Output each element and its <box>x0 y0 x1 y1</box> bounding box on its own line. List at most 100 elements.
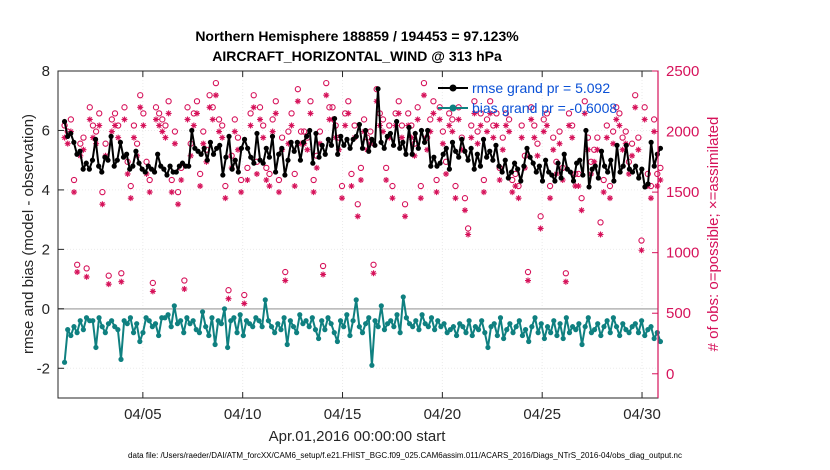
rmse-point-95 <box>356 121 362 128</box>
bias-point-78 <box>306 324 312 330</box>
bias-point-74 <box>294 330 300 336</box>
bias-point-132 <box>475 327 482 333</box>
obs-assimilated-point-132 <box>477 122 484 129</box>
obs-possible-point-157 <box>556 128 563 135</box>
bias-point-101 <box>378 303 384 309</box>
bias-point-140 <box>501 335 507 342</box>
bias-point-37 <box>177 318 184 324</box>
bias-point-128 <box>463 330 469 336</box>
obs-assimilated-point-50 <box>219 134 226 141</box>
rmse-point-124 <box>446 166 452 172</box>
rmse-point-117 <box>425 127 431 134</box>
bias-point-57 <box>240 332 246 339</box>
obs-possible-point-11 <box>96 110 103 117</box>
obs-possible-point-83 <box>323 79 330 87</box>
obs-possible-point-22 <box>130 122 138 129</box>
bias-point-95 <box>359 330 366 336</box>
obs-possible-point-182 <box>635 134 642 141</box>
bias-point-71 <box>284 341 290 348</box>
obs-possible-point-154 <box>546 182 554 190</box>
rmse-point-33 <box>164 172 170 178</box>
chart-title-line-1: Northern Hemisphere 188859 / 194453 = 97… <box>195 28 519 44</box>
rmse-point-176 <box>608 157 614 163</box>
y-left-tick-label-1: 0 <box>42 301 50 318</box>
obs-assimilated-point-150 <box>534 152 541 159</box>
obs-possible-point-14 <box>105 272 112 279</box>
obs-possible-point-2 <box>67 116 75 123</box>
rmse-point-154 <box>539 178 546 184</box>
obs-assimilated-point-139 <box>499 146 506 153</box>
obs-assimilated-point-8 <box>86 116 93 123</box>
obs-assimilated-point-25 <box>140 122 147 129</box>
rmse-point-138 <box>490 157 496 163</box>
rmse-point-159 <box>555 160 561 166</box>
obs-possible-point-13 <box>102 140 109 147</box>
bias-point-38 <box>181 330 187 336</box>
rmse-point-173 <box>598 148 605 154</box>
obs-possible-point-23 <box>133 140 141 147</box>
rmse-point-97 <box>362 127 369 134</box>
legend: rmse grand pr = 5.092 bias grand pr = -0… <box>438 80 617 116</box>
bias-point-85 <box>328 321 334 327</box>
rmse-point-105 <box>387 130 394 137</box>
obs-assimilated-point-67 <box>272 110 279 117</box>
bias-point-105 <box>391 324 397 330</box>
bias-point-112 <box>413 318 419 324</box>
rmse-point-69 <box>276 151 282 157</box>
bias-point-46 <box>206 332 212 339</box>
obs-possible-point-123 <box>449 116 456 123</box>
rmse-point-175 <box>605 169 611 175</box>
obs-possible-point-15 <box>108 116 116 123</box>
rmse-point-23 <box>133 148 139 154</box>
obs-assimilated-point-189 <box>657 177 664 183</box>
obs-possible-point-32 <box>162 122 169 129</box>
obs-assimilated-point-164 <box>578 207 585 214</box>
obs-possible-point-38 <box>181 277 188 284</box>
obs-possible-point-82 <box>319 262 327 270</box>
rmse-point-161 <box>561 151 567 157</box>
bias-series <box>61 294 664 368</box>
rmse-point-85 <box>325 136 331 142</box>
obs-assimilated-point-160 <box>565 122 572 129</box>
rmse-point-14 <box>105 157 111 163</box>
obs-assimilated-point-0 <box>61 134 68 141</box>
bias-point-157 <box>554 332 560 339</box>
rmse-point-65 <box>263 145 269 151</box>
bias-point-169 <box>591 327 598 333</box>
obs-possible-point-59 <box>247 110 254 117</box>
bias-point-23 <box>134 321 140 327</box>
obs-assimilated-point-29 <box>152 116 159 123</box>
rmse-point-11 <box>96 163 102 169</box>
rmse-point-53 <box>226 133 232 139</box>
rmse-point-113 <box>412 130 418 137</box>
bias-point-75 <box>297 312 303 318</box>
rmse-point-127 <box>456 154 462 160</box>
bias-point-54 <box>231 315 237 321</box>
obs-assimilated-point-154 <box>547 195 554 202</box>
obs-assimilated-point-117 <box>430 110 437 117</box>
rmse-point-22 <box>130 163 136 169</box>
obs-assimilated-point-48 <box>212 92 219 99</box>
obs-assimilated-point-127 <box>461 207 468 214</box>
obs-possible-point-28 <box>149 279 156 287</box>
obs-possible-point-79 <box>310 176 317 184</box>
rmse-point-51 <box>220 172 226 178</box>
obs-assimilated-point-148 <box>528 116 535 123</box>
rmse-point-130 <box>465 157 471 163</box>
bias-point-33 <box>165 312 171 318</box>
bias-point-13 <box>102 330 108 336</box>
rmse-point-102 <box>378 139 384 145</box>
rmse-point-135 <box>480 136 487 142</box>
rmse-point-153 <box>536 163 542 169</box>
obs-assimilated-point-104 <box>389 195 396 202</box>
rmse-point-79 <box>307 127 313 134</box>
obs-assimilated-point-107 <box>398 134 405 141</box>
rmse-point-106 <box>390 142 397 148</box>
obs-possible-point-131 <box>474 128 481 135</box>
rmse-point-91 <box>344 136 350 142</box>
obs-assimilated-point-79 <box>310 189 317 196</box>
x-tick-label-0: 04/05 <box>124 406 162 423</box>
rmse-point-70 <box>279 145 285 151</box>
obs-assimilated-point-123 <box>449 128 456 135</box>
obs-possible-point-103 <box>386 122 393 129</box>
